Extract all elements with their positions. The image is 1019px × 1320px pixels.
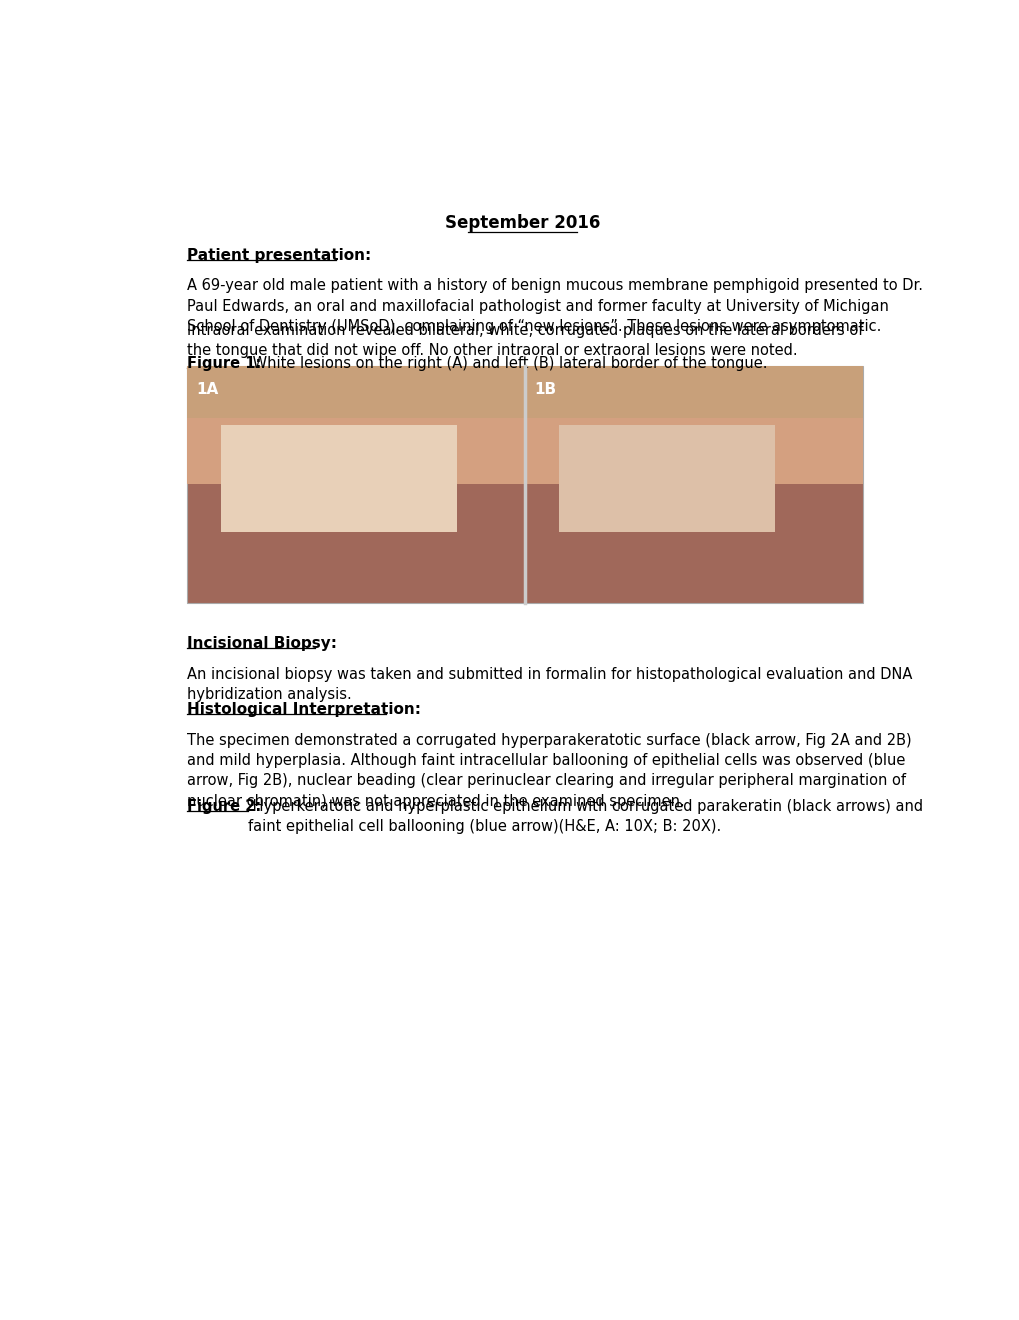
Text: 1A: 1A — [196, 381, 218, 397]
Text: Figure 1:: Figure 1: — [186, 355, 261, 371]
Text: Patient presentation:: Patient presentation: — [186, 248, 371, 263]
FancyBboxPatch shape — [186, 366, 862, 418]
FancyBboxPatch shape — [186, 366, 862, 484]
Text: An incisional biopsy was taken and submitted in formalin for histopathological e: An incisional biopsy was taken and submi… — [186, 667, 911, 702]
Text: 1B: 1B — [534, 381, 555, 397]
FancyBboxPatch shape — [558, 425, 774, 532]
Text: Figure 2:: Figure 2: — [186, 799, 261, 813]
Text: Hyperkeratotic and hyperplastic epithelium with corrugated parakeratin (black ar: Hyperkeratotic and hyperplastic epitheli… — [248, 799, 922, 834]
Text: Incisional Biopsy:: Incisional Biopsy: — [186, 636, 336, 651]
Text: A 69-year old male patient with a history of benign mucous membrane pemphigoid p: A 69-year old male patient with a histor… — [186, 279, 922, 334]
Text: White lesions on the right (A) and left (B) lateral border of the tongue.: White lesions on the right (A) and left … — [248, 355, 766, 371]
Text: Intraoral examination revealed bilateral, white, corrugated plaques on the later: Intraoral examination revealed bilateral… — [186, 323, 862, 359]
FancyBboxPatch shape — [186, 366, 862, 602]
FancyBboxPatch shape — [220, 425, 457, 532]
Text: Histological Interpretation:: Histological Interpretation: — [186, 702, 421, 717]
Text: September 2016: September 2016 — [444, 214, 600, 232]
Text: The specimen demonstrated a corrugated hyperparakeratotic surface (black arrow, : The specimen demonstrated a corrugated h… — [186, 733, 911, 809]
